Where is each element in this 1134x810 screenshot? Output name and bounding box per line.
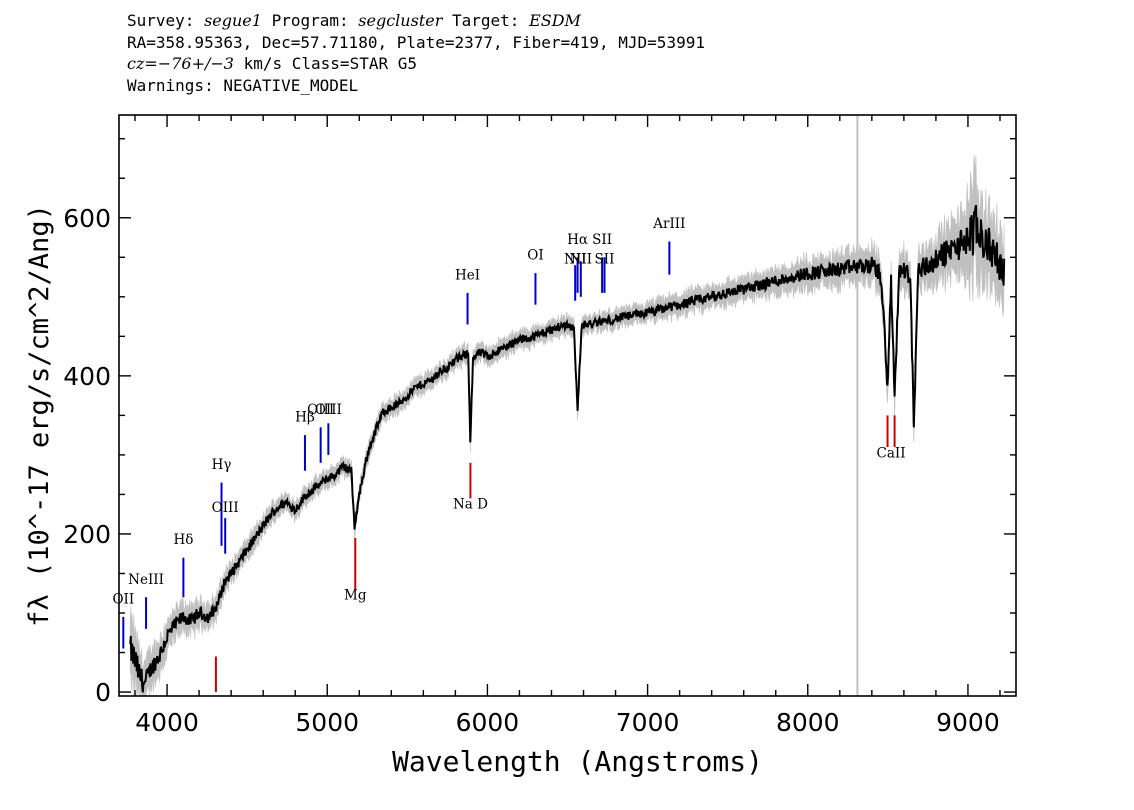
x-tick-label: 7000 — [616, 708, 680, 737]
header-line-redshift: cz=−76+/−3 km/s Class=STAR G5 — [127, 54, 417, 73]
line-label-oi: OI — [527, 248, 543, 264]
line-label-na-d: Na D — [453, 497, 488, 513]
x-tick-label: 6000 — [456, 708, 520, 737]
line-label-mg: Mg — [344, 588, 367, 604]
cz-value: cz=−76+/−3 — [127, 54, 234, 73]
line-label-nii: NII — [564, 252, 586, 268]
y-tick-label: 0 — [95, 678, 111, 707]
line-label-sii: SII — [595, 252, 615, 268]
y-axis-title: fλ (10^-17 erg/s/cm^2/Ang) — [24, 204, 55, 627]
x-tick-label: 5000 — [295, 708, 359, 737]
line-label-h-: Hγ — [212, 457, 232, 473]
line-label-ariii: ArIII — [652, 216, 685, 232]
y-tick-label: 200 — [63, 520, 111, 549]
y-tick-label: 400 — [63, 362, 111, 391]
header-line-survey: Survey: segue1 Program: segcluster Targe… — [127, 11, 581, 30]
y-tick-label: 600 — [63, 204, 111, 233]
x-tick-label: 4000 — [135, 708, 199, 737]
line-label-oiii: OIII — [212, 500, 239, 516]
line-label-h-: Hβ — [295, 410, 315, 426]
line-label-h-: Hα — [567, 232, 588, 248]
survey-value: segue1 — [204, 11, 262, 30]
line-label-h-: Hδ — [173, 532, 193, 548]
line-label-hei: HeI — [455, 267, 480, 283]
header-line-coordinates: RA=358.95363, Dec=57.71180, Plate=2377, … — [127, 32, 705, 52]
x-axis-title: Wavelength (Angstroms) — [392, 745, 763, 778]
flux-spectrum-line — [129, 204, 1006, 693]
line-label-sii: SII — [592, 232, 612, 248]
x-tick-label: 9000 — [936, 708, 1000, 737]
line-label-nii: NII — [570, 252, 592, 268]
spectrum-header: Survey: segue1 Program: segcluster Targe… — [127, 10, 1117, 96]
line-label-oiii: OIII — [307, 402, 334, 418]
line-label-caii: CaII — [877, 445, 906, 461]
program-value: segcluster — [358, 11, 443, 30]
target-value: ESDM — [529, 11, 581, 30]
x-tick-label: 8000 — [776, 708, 840, 737]
class-value: Class=STAR G5 — [291, 54, 417, 73]
line-label-neiii: NeIII — [128, 572, 164, 588]
line-label-oii: OII — [112, 592, 134, 608]
header-line-warnings: Warnings: NEGATIVE_MODEL — [127, 75, 359, 95]
line-label-oiii: OIII — [315, 402, 342, 418]
plot-frame — [118, 114, 1017, 697]
